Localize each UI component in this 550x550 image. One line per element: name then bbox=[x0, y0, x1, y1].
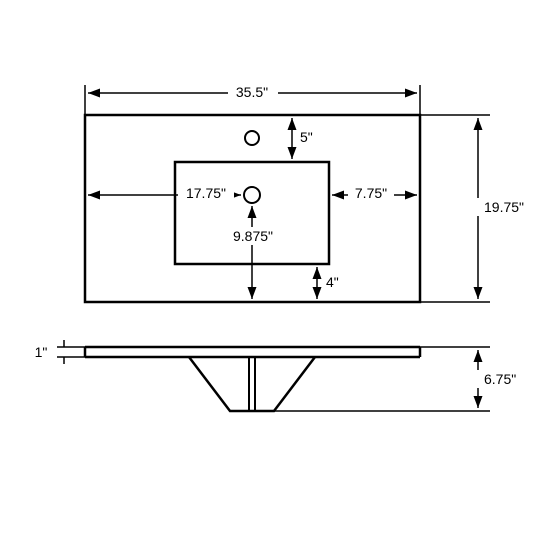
dim-top-height-label: 19.75" bbox=[484, 199, 524, 215]
basin-profile bbox=[189, 357, 315, 411]
dim-overall-width-label: 35.5" bbox=[236, 84, 268, 100]
faucet-hole bbox=[245, 131, 259, 145]
dim-front-gap-label: 4" bbox=[326, 274, 339, 290]
dim-faucet-offset-label: 5" bbox=[300, 129, 313, 145]
sink-diagram: 35.5" 5" 17.75" 7.75" 9.875" 4" 19.75" 1… bbox=[0, 0, 550, 550]
dim-slab-label: 1" bbox=[35, 344, 48, 360]
dim-basin-center-label: 17.75" bbox=[186, 185, 226, 201]
dim-drain-front-label: 9.875" bbox=[233, 228, 273, 244]
drain-stem bbox=[249, 357, 255, 411]
drain-hole bbox=[244, 187, 260, 203]
dim-right-gap-label: 7.75" bbox=[355, 185, 387, 201]
dim-side-height-label: 6.75" bbox=[484, 371, 516, 387]
